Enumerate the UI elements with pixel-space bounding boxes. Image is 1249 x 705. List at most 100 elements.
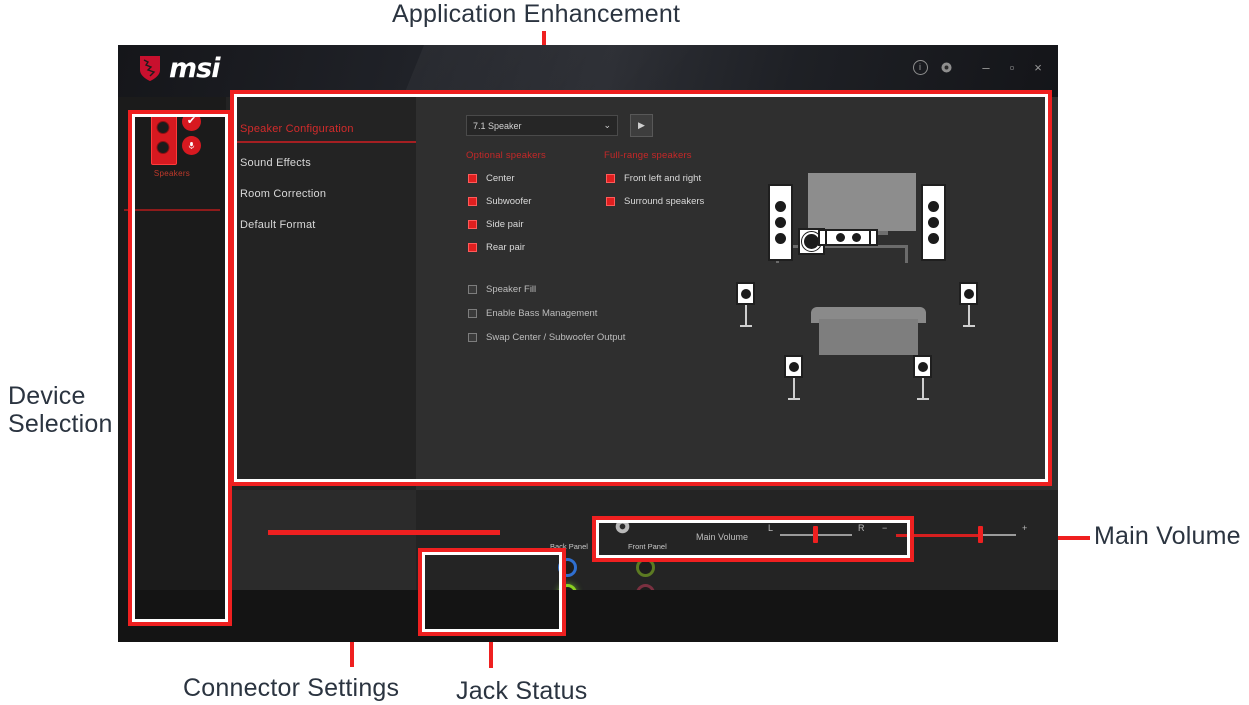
side-left-satellite-speaker <box>736 282 755 327</box>
volume-thumb[interactable] <box>978 526 983 543</box>
option-center[interactable]: Center <box>468 173 515 184</box>
callout-main-volume: Main Volume <box>1094 522 1241 550</box>
callout-connector-settings: Connector Settings <box>183 674 400 702</box>
window-footer <box>118 590 1058 642</box>
connector-settings-button[interactable] <box>613 517 632 536</box>
maximize-button[interactable]: ▫ <box>1009 59 1015 75</box>
close-button[interactable]: × <box>1034 59 1042 75</box>
callout-device-selection: Device Selection <box>8 382 113 438</box>
option-front-left-right-label: Front left and right <box>624 173 702 184</box>
volume-track-filled <box>896 533 980 537</box>
highlight-device-selection <box>128 110 232 626</box>
leader-connector-settings-horizontal <box>268 530 500 535</box>
checkbox-swap-center-subwoofer[interactable]: Swap Center / Subwoofer Output <box>468 332 625 343</box>
center-channel-speaker <box>818 229 878 246</box>
media-shelf-shape <box>776 245 908 248</box>
speaker-configuration-panel: 7.1 Speaker ⌄ ▶ Optional speakers Full-r… <box>416 97 1058 490</box>
option-rear-pair[interactable]: Rear pair <box>468 242 525 253</box>
checkbox-bass-management[interactable]: Enable Bass Management <box>468 308 597 319</box>
swap-center-subwoofer-checkbox <box>468 333 477 342</box>
callout-jack-status: Jack Status <box>456 677 588 705</box>
volume-track <box>980 534 1016 536</box>
volume-max-icon: + <box>1022 523 1028 533</box>
option-side-pair[interactable]: Side pair <box>468 219 524 230</box>
msi-audio-window: msi i – ▫ × ✔ <box>118 45 1058 642</box>
tv-screen-shape <box>808 173 916 231</box>
minimize-button[interactable]: – <box>982 59 990 75</box>
nav-item-sound-effects[interactable]: Sound Effects <box>240 157 311 169</box>
front-right-tower-speaker <box>921 184 946 261</box>
nav-active-underline <box>226 141 416 143</box>
checkbox-speaker-fill[interactable]: Speaker Fill <box>468 284 536 295</box>
group-title-optional-speakers: Optional speakers <box>466 150 546 161</box>
bass-management-label: Enable Bass Management <box>486 308 598 319</box>
balance-slider[interactable] <box>780 526 852 544</box>
nav-item-speaker-configuration[interactable]: Speaker Configuration <box>240 123 354 135</box>
chevron-down-icon: ⌄ <box>603 120 611 130</box>
swap-center-subwoofer-label: Swap Center / Subwoofer Output <box>486 332 626 343</box>
msi-wordmark: msi <box>169 53 220 84</box>
back-panel-label: Back Panel <box>550 542 588 551</box>
msi-dragon-shield-icon <box>140 56 160 81</box>
speaker-icon: ✔ <box>143 109 201 165</box>
info-icon[interactable]: i <box>908 55 932 79</box>
leader-main-volume <box>1036 536 1090 540</box>
option-center-indicator <box>468 174 477 183</box>
speaker-config-select[interactable]: 7.1 Speaker ⌄ <box>466 115 618 136</box>
balance-thumb[interactable] <box>813 526 818 543</box>
option-subwoofer[interactable]: Subwoofer <box>468 196 531 207</box>
front-left-tower-speaker <box>768 184 793 261</box>
bass-management-checkbox <box>468 309 477 318</box>
device-selection-panel: ✔ Speakers <box>118 97 226 642</box>
title-bar: msi i – ▫ × <box>118 45 1058 97</box>
option-side-pair-indicator <box>468 220 477 229</box>
gear-icon[interactable] <box>934 55 958 79</box>
callout-application-enhancement: Application Enhancement <box>392 0 681 28</box>
volume-slider[interactable] <box>896 526 1016 544</box>
rear-right-satellite-speaker <box>913 355 932 400</box>
option-rear-pair-indicator <box>468 243 477 252</box>
settings-nav: Speaker Configuration Sound Effects Room… <box>226 97 416 490</box>
main-volume-controls: Main Volume L R − + <box>696 520 1046 560</box>
option-surround-speakers-indicator <box>606 197 615 206</box>
connector-gear-icon <box>615 519 630 534</box>
test-playback-button[interactable]: ▶ <box>630 114 653 137</box>
device-divider <box>124 209 220 211</box>
content-area: Speaker Configuration Sound Effects Room… <box>226 97 1058 642</box>
balance-right-cap: R <box>858 523 865 533</box>
highlight-application-enhancement <box>230 90 1052 486</box>
option-subwoofer-indicator <box>468 197 477 206</box>
option-rear-pair-label: Rear pair <box>486 242 526 253</box>
front-panel-label: Front Panel <box>628 542 667 551</box>
device-label: Speakers <box>153 169 191 178</box>
device-item-speakers[interactable]: ✔ Speakers <box>132 109 212 197</box>
option-center-label: Center <box>486 173 515 184</box>
highlight-main-volume <box>592 516 914 562</box>
listener-couch-shape <box>811 307 926 355</box>
volume-min-icon: − <box>882 523 888 533</box>
leader-jack-status <box>489 638 493 668</box>
balance-left-cap: L <box>768 523 774 533</box>
speaker-fill-checkbox <box>468 285 477 294</box>
option-surround-speakers[interactable]: Surround speakers <box>606 196 704 207</box>
option-surround-speakers-label: Surround speakers <box>624 196 705 207</box>
msi-logo: msi <box>138 53 220 84</box>
option-subwoofer-label: Subwoofer <box>486 196 532 207</box>
group-title-full-range-speakers: Full-range speakers <box>604 150 692 161</box>
window-controls: i – ▫ × <box>908 55 1050 79</box>
option-front-left-right[interactable]: Front left and right <box>606 173 701 184</box>
main-volume-label: Main Volume <box>696 532 749 542</box>
option-side-pair-label: Side pair <box>486 219 524 230</box>
rear-left-satellite-speaker <box>784 355 803 400</box>
speaker-fill-label: Speaker Fill <box>486 284 537 295</box>
speaker-config-value: 7.1 Speaker <box>473 120 522 131</box>
gear-glyph <box>940 61 952 73</box>
nav-item-room-correction[interactable]: Room Correction <box>240 188 327 200</box>
nav-item-default-format[interactable]: Default Format <box>240 219 316 231</box>
side-right-satellite-speaker <box>959 282 978 327</box>
option-front-left-right-indicator <box>606 174 615 183</box>
microphone-icon <box>182 136 201 155</box>
highlight-jack-status <box>418 548 566 636</box>
speaker-layout-diagram <box>706 157 1046 467</box>
